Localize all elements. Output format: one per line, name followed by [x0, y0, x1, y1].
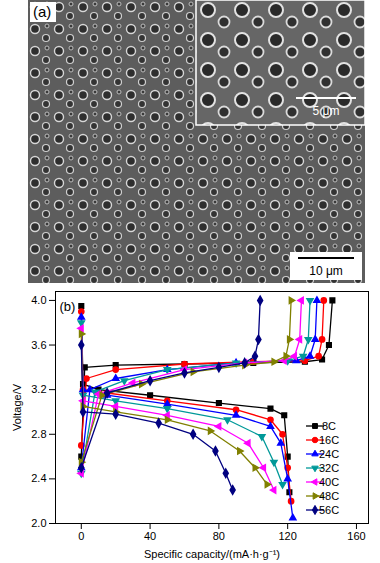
svg-text:40: 40	[144, 530, 156, 542]
svg-text:4.0: 4.0	[31, 294, 46, 306]
svg-text:32C: 32C	[319, 462, 339, 474]
svg-text:Voltage/V: Voltage/V	[11, 383, 23, 431]
svg-text:10 μm: 10 μm	[309, 264, 343, 278]
svg-text:5 μm: 5 μm	[313, 104, 340, 118]
svg-text:3.6: 3.6	[31, 339, 46, 351]
svg-text:3.2: 3.2	[31, 383, 46, 395]
svg-text:2.8: 2.8	[31, 428, 46, 440]
svg-text:160: 160	[347, 530, 365, 542]
svg-text:2.0: 2.0	[31, 517, 46, 529]
svg-text:56C: 56C	[319, 504, 339, 516]
svg-text:40C: 40C	[319, 476, 339, 488]
svg-text:48C: 48C	[319, 490, 339, 502]
svg-text:(b): (b)	[60, 299, 76, 314]
svg-text:16C: 16C	[319, 434, 339, 446]
svg-text:2.4: 2.4	[31, 472, 46, 484]
svg-text:120: 120	[278, 530, 296, 542]
svg-text:80: 80	[213, 530, 225, 542]
svg-text:(a): (a)	[33, 3, 51, 20]
svg-text:Specific capacity/(mA·h·g⁻¹): Specific capacity/(mA·h·g⁻¹)	[144, 548, 280, 560]
svg-text:24C: 24C	[319, 448, 339, 460]
svg-text:8C: 8C	[322, 420, 336, 432]
svg-text:0: 0	[78, 530, 84, 542]
